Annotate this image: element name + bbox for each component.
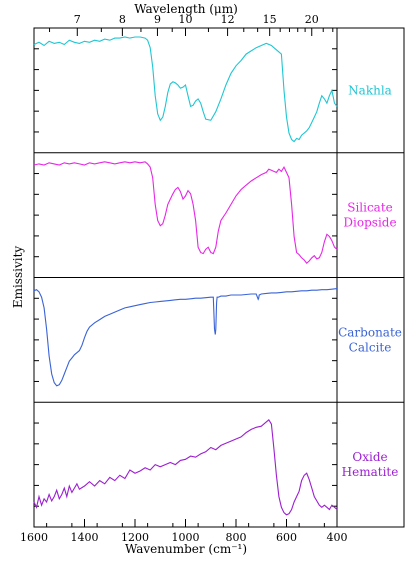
- top-axis: 7 8 9 10 12 15 20: [49, 13, 334, 36]
- panel-dividers: [34, 152, 404, 403]
- series-line: [33, 36, 338, 143]
- x-tick-label: 400: [327, 531, 348, 544]
- x-tick-label: 1400: [71, 531, 99, 544]
- series-label: Diopside: [343, 216, 396, 230]
- series-line: [33, 288, 338, 387]
- top-tick-label: 15: [263, 13, 277, 26]
- x-tick-label: 1000: [172, 531, 200, 544]
- x-tick-label: 1200: [121, 531, 149, 544]
- top-tick-label: 10: [179, 13, 193, 26]
- top-tick-label: 12: [221, 13, 235, 26]
- series-label: Calcite: [349, 340, 392, 354]
- series-label: Carbonate: [338, 325, 402, 339]
- series-label: Silicate: [347, 201, 393, 215]
- series-group: [33, 36, 338, 516]
- x-tick-label: 600: [276, 531, 297, 544]
- series-label: Nakhla: [348, 83, 392, 97]
- x-tick-label: 800: [226, 531, 247, 544]
- series-line: [33, 418, 338, 516]
- x-tick-label: 1600: [20, 531, 48, 544]
- x-axis-label: Wavenumber (cm⁻¹): [125, 542, 247, 556]
- y-axis-label: Emissivity: [11, 246, 25, 309]
- series-label: Hematite: [342, 465, 399, 479]
- top-tick-label: 20: [305, 13, 319, 26]
- top-tick-label: 8: [119, 13, 126, 26]
- top-tick-label: 9: [154, 13, 161, 26]
- series-label: Oxide: [352, 450, 387, 464]
- top-tick-label: 7: [74, 13, 81, 26]
- top-axis-label: Wavelength (μm): [134, 2, 238, 16]
- series-line: [33, 161, 338, 264]
- bottom-axis: 1600 1400 1200 1000 800 600 400: [20, 519, 348, 544]
